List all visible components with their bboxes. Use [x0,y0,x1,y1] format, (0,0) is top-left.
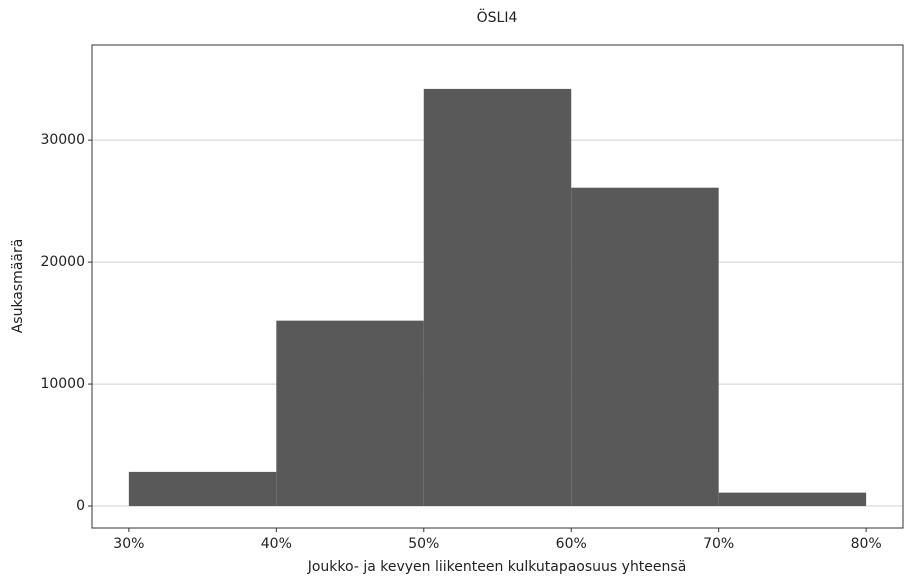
y-tick-label: 0 [76,498,85,514]
y-tick-label: 30000 [40,132,85,148]
x-tick-label: 40% [261,536,292,552]
chart-title: ÖSLI4 [477,8,518,26]
x-tick-label: 70% [703,536,734,552]
x-tick-label: 80% [851,536,882,552]
y-axis-label: Asukasmäärä [10,239,26,334]
bar [423,88,572,507]
x-tick-label: 50% [408,536,439,552]
x-tick-label: 60% [556,536,587,552]
x-tick-label: 30% [113,536,144,552]
y-tick-label: 10000 [40,376,85,392]
bar [718,492,867,507]
bar [128,471,277,507]
bar [276,320,424,507]
x-axis-label: Joukko- ja kevyen liikenteen kulkutapaos… [307,559,687,575]
plot-border [91,44,904,529]
y-tick-label: 20000 [40,254,85,270]
bar [571,187,719,507]
